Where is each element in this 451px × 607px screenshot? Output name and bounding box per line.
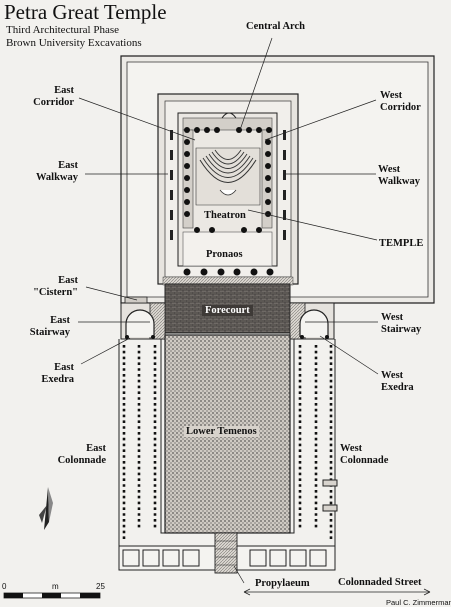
label-east-stairway: East Stairway [29, 315, 70, 338]
label-west-walkway: West Walkway [378, 164, 421, 187]
label-west-exedra: West Exedra [381, 370, 414, 393]
propylaeum-stairs [214, 532, 238, 574]
scale-start: 0 [2, 582, 7, 591]
label-theatron: Theatron [203, 210, 247, 221]
label-east-cistern: East "Cistern" [33, 275, 78, 298]
label-west-colonnade: West Colonnade [340, 443, 389, 466]
forecourt-pavement [164, 283, 291, 334]
label-forecourt: Forecourt [202, 305, 253, 316]
north-arrow-icon [39, 487, 53, 530]
scale-end: 25 [96, 582, 105, 591]
west-stairway-exedra [289, 302, 335, 340]
walkway-walls [170, 130, 286, 240]
diagram-subtitle-excavations: Brown University Excavations [6, 37, 142, 49]
label-west-corridor: West Corridor [380, 90, 421, 113]
label-propylaeum: Propylaeum [255, 578, 310, 589]
credit-author: Paul C. Zimmerman [386, 598, 451, 607]
label-pronaos: Pronaos [206, 249, 243, 260]
label-lower-temenos: Lower Temenos [184, 426, 259, 437]
theatron-seating [195, 147, 261, 206]
leader-lines [78, 37, 431, 596]
label-east-colonnade: East Colonnade [57, 443, 106, 466]
label-temple: TEMPLE [379, 238, 424, 249]
diagram-subtitle-phase: Third Architectural Phase [6, 24, 120, 36]
east-stairway-exedra [120, 302, 166, 340]
label-east-walkway: East Walkway [35, 160, 78, 183]
scale-unit: m [52, 582, 59, 591]
scale-bar [3, 592, 101, 599]
label-east-corridor: East Corridor [33, 85, 74, 108]
temple-columns [183, 127, 274, 276]
label-central-arch: Central Arch [246, 21, 306, 32]
label-west-stairway: West Stairway [381, 312, 422, 335]
east-colonnade-columns [122, 345, 157, 540]
label-east-exedra: East Exedra [41, 362, 74, 385]
diagram-title: Petra Great Temple [4, 0, 167, 24]
label-colonnaded-street: Colonnaded Street [338, 577, 422, 588]
temple-building [177, 112, 278, 267]
